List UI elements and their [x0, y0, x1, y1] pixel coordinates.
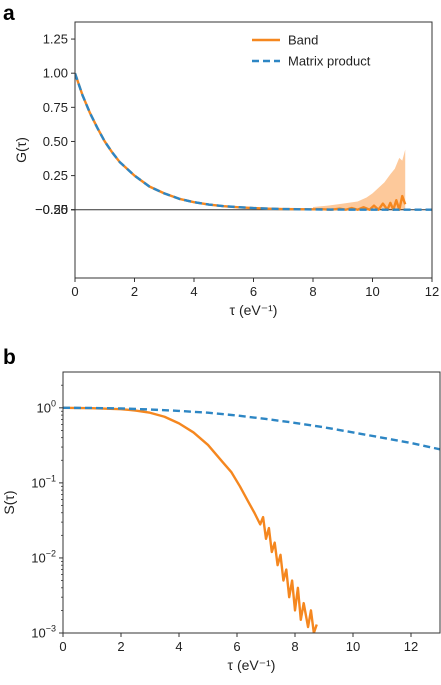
panel-b-x-tick-label: 0: [59, 639, 66, 654]
panel-b-y-tick-base: 10: [31, 626, 45, 641]
panel-b-x-tick-label: 6: [233, 639, 240, 654]
panel-a-x-tick-label: 12: [425, 284, 439, 299]
panel-a-y-tick-label: 0: [61, 202, 68, 217]
panel-b-y-tick-base: 10: [31, 475, 45, 490]
panel-b-y-tick-label: 10−2: [31, 548, 56, 565]
panel-a-series-line-0: [75, 72, 407, 211]
panel-a-x-tick-label: 4: [190, 284, 197, 299]
panel-a-x-axis-label: τ (eV⁻¹): [230, 302, 278, 318]
panel-a-error-band: [313, 149, 406, 210]
panel-b-x-tick-label: 4: [175, 639, 182, 654]
panel-a-chart: 0 2 4 6 8 10 12−0.50−0.2500.250.500.751.001.25…: [13, 21, 439, 318]
panel-b-axes-frame: [62, 371, 441, 634]
panel-a-x-tick-label: 8: [309, 284, 316, 299]
panel-b-letter: b: [3, 346, 16, 369]
panel-b-y-tick-label: 10−1: [31, 473, 56, 490]
panel-a-y-tick-label: 1.00: [43, 66, 68, 81]
panel-b-y-tick-exponent: −3: [46, 624, 56, 634]
panel-b-y-axis-label: S(τ): [1, 490, 17, 514]
panel-a-legend-label-1: Matrix product: [288, 54, 371, 69]
panel-b-y-tick-label: 100: [37, 398, 56, 415]
panel-a-plot-area: [75, 72, 432, 211]
panel-a-y-axis-label: G(τ): [13, 137, 29, 163]
panel-b-y-tick-base: 10: [31, 550, 45, 565]
panel-a-x-tick-label: 10: [365, 284, 379, 299]
panel-b-y-tick-exponent: −1: [46, 473, 56, 483]
panel-b-y-tick-base: 10: [37, 400, 51, 415]
panel-a-y-tick-label: 0.25: [43, 168, 68, 183]
panel-a-legend: Band Matrix product: [252, 33, 371, 69]
panel-a-letter: a: [3, 2, 15, 25]
panel-b-series-line-1: [63, 406, 440, 451]
panel-a-x-tick-label: 6: [250, 284, 257, 299]
panel-b-y-tick-label: 10−3: [31, 624, 56, 641]
panel-b-x-tick-label: 2: [117, 639, 124, 654]
panel-b-y-tick-exponent: −2: [46, 548, 56, 558]
panel-a-y-tick-label: 0.50: [43, 134, 68, 149]
panel-b-plot-area: [63, 406, 440, 633]
panel-b-x-tick-label: 8: [291, 639, 298, 654]
panel-a-series-line-1: [75, 72, 432, 211]
panel-b-x-tick-label: 10: [346, 639, 360, 654]
panel-b-x-tick-label: 12: [404, 639, 418, 654]
panel-a-y-tick-label: 0.75: [43, 100, 68, 115]
panel-b-x-axis-label: τ (eV⁻¹): [228, 657, 276, 673]
panel-a-x-tick-label: 2: [131, 284, 138, 299]
panel-b-y-tick-exponent: 0: [51, 398, 56, 408]
panel-a-y-tick-label: 1.25: [43, 32, 68, 47]
panel-a-y-tick-label: −0.25: [35, 202, 68, 217]
panel-b-series-line-0: [63, 406, 318, 633]
panel-a-legend-label-0: Band: [288, 33, 318, 48]
panel-a-y-tick-label: −0.50: [35, 202, 68, 217]
panel-a-x-tick-label: 0: [71, 284, 78, 299]
